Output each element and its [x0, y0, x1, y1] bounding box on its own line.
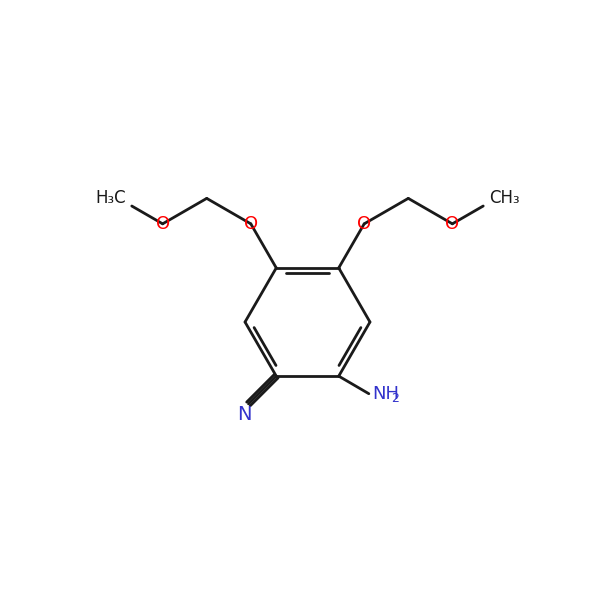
Text: 2: 2: [391, 392, 399, 405]
Text: H₃C: H₃C: [95, 189, 126, 207]
Text: N: N: [238, 404, 252, 424]
Text: O: O: [357, 215, 371, 233]
Text: NH: NH: [373, 385, 400, 403]
Text: O: O: [155, 215, 170, 233]
Text: CH₃: CH₃: [489, 189, 520, 207]
Text: O: O: [244, 215, 258, 233]
Text: O: O: [445, 215, 460, 233]
